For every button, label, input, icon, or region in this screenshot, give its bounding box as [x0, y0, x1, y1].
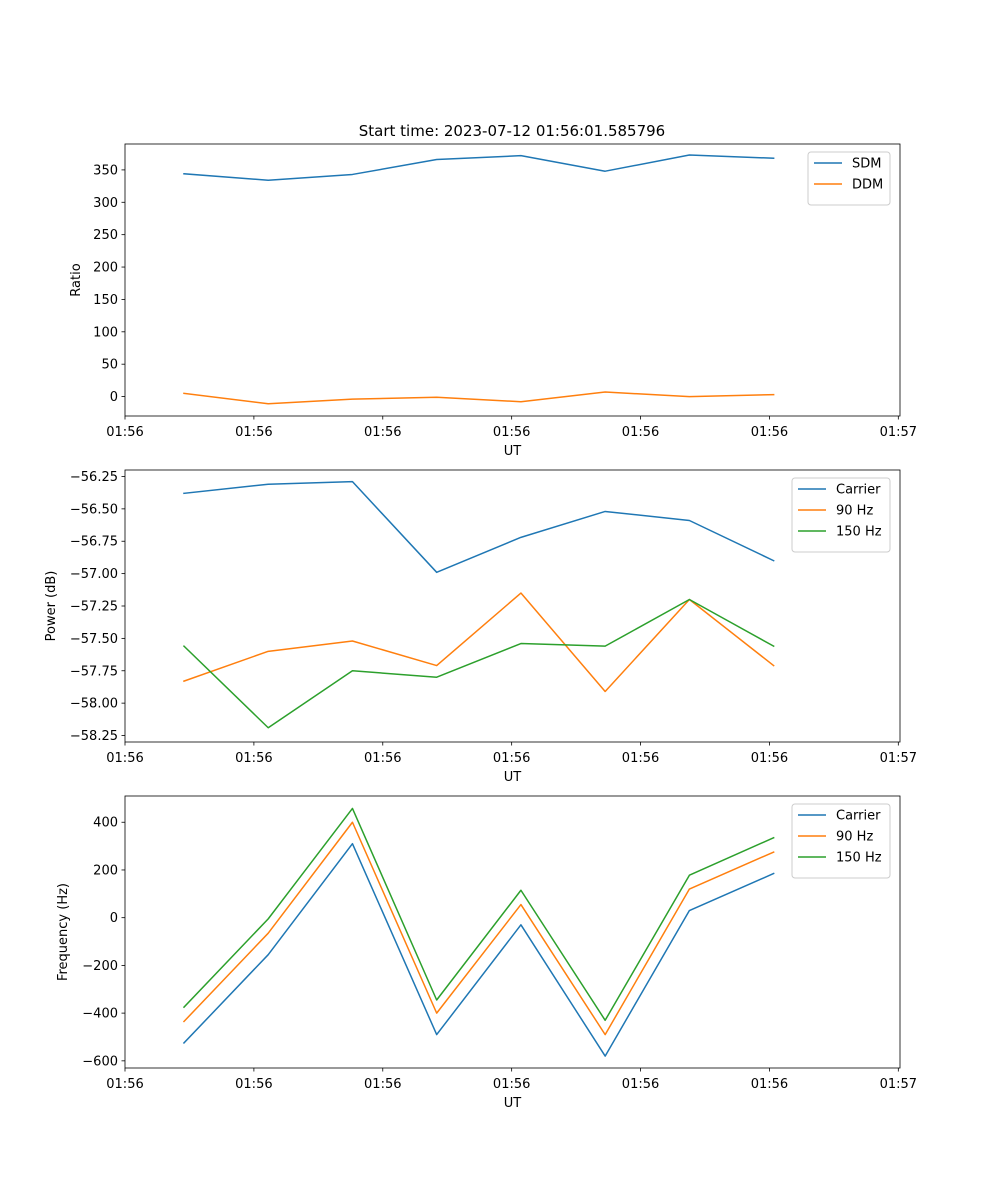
panel-3-ytick-label: 0 — [110, 911, 118, 926]
panel-3-ytick-label: 200 — [93, 863, 118, 878]
panel-2-xtick-label: 01:56 — [364, 751, 401, 766]
panel-2-xtick-label: 01:57 — [880, 751, 917, 766]
panel-2-legend-label: 150 Hz — [836, 525, 882, 540]
panel-1-series-ddm — [183, 391, 775, 405]
panel-1-ytick-label: 50 — [101, 358, 118, 373]
panel-1-legend-box — [807, 151, 891, 206]
panel-1-xtick-label: 01:56 — [493, 425, 530, 440]
panel-1-axes-frame — [124, 143, 901, 417]
panel-1-ytick-label: 350 — [93, 163, 118, 178]
panel-3-legend-label: 90 Hz — [836, 830, 873, 845]
panel-1: 0 50 100 150 200 250 300 350 01:56 01:56 01:56 01:5… — [69, 143, 917, 459]
panel-3-xtick-label: 01:56 — [106, 1077, 143, 1092]
panel-3-legend: Carrier 90 Hz 150 Hz — [791, 803, 891, 879]
panel-2-ytick-label: −57.25 — [70, 600, 118, 615]
panel-1-ytick-label: 250 — [93, 228, 118, 243]
panel-1-ytick-label: 150 — [93, 293, 118, 308]
panel-3-legend-label: 150 Hz — [836, 851, 882, 866]
panel-3-xtick-label: 01:57 — [880, 1077, 917, 1092]
panel-2: −58.25 −58.00 −57.75 −57.50 −57.25 −57.00 −56.… — [44, 469, 917, 785]
panel-1-xtick-label: 01:56 — [751, 425, 788, 440]
panel-2-legend-label: 90 Hz — [836, 504, 873, 519]
panel-2-ytick-label: −56.50 — [70, 502, 118, 517]
panel-3-axes-frame — [124, 795, 901, 1069]
panel-2-ytick-label: −57.00 — [70, 567, 118, 582]
panel-1-legend-label: DDM — [852, 178, 883, 193]
panel-3-legend-box — [791, 803, 891, 879]
panel-1-xtick-label: 01:56 — [622, 425, 659, 440]
panel-1-series-sdm — [183, 154, 775, 182]
panel-2-ytick-label: −56.25 — [70, 470, 118, 485]
panel-3-xtick-label: 01:56 — [493, 1077, 530, 1092]
panel-2-xtick-label: 01:56 — [751, 751, 788, 766]
panel-2-ytick-label: −57.75 — [70, 664, 118, 679]
panel-2-series-carrier — [183, 480, 775, 574]
panel-2-xtick-label: 01:56 — [493, 751, 530, 766]
panel-2-xlabel: UT — [504, 770, 522, 785]
panel-1-xtick-label: 01:56 — [106, 425, 143, 440]
panel-3-xtick-label: 01:56 — [622, 1077, 659, 1092]
panel-2-xtick-label: 01:56 — [235, 751, 272, 766]
panel-3-ylabel: Frequency (Hz) — [56, 883, 71, 981]
panel-3-ytick-label: 400 — [93, 816, 118, 831]
panel-1-legend-label: SDM — [852, 157, 881, 172]
panel-2-xtick-label: 01:56 — [106, 751, 143, 766]
panel-2-ytick-label: −58.25 — [70, 729, 118, 744]
panel-2-legend-label: Carrier — [836, 483, 881, 498]
panel-2-series-90-hz — [183, 592, 775, 693]
panel-3-ytick-label: −600 — [82, 1054, 118, 1069]
panel-1-ylabel: Ratio — [69, 263, 84, 296]
panels: 0 50 100 150 200 250 300 350 01:56 01:56 01:56 01:5… — [44, 143, 917, 1111]
panel-3-series-carrier — [182, 842, 775, 1057]
panel-1-ytick-label: 300 — [93, 196, 118, 211]
panel-3-ytick-label: −400 — [82, 1007, 118, 1022]
panel-1-ytick-label: 100 — [93, 325, 118, 340]
panel-2-xtick-label: 01:56 — [622, 751, 659, 766]
figure-title: Start time: 2023-07-12 01:56:01.585796 — [359, 122, 665, 140]
panel-3-xtick-label: 01:56 — [235, 1077, 272, 1092]
panel-2-ytick-label: −58.00 — [70, 697, 118, 712]
panel-3-xtick-label: 01:56 — [751, 1077, 788, 1092]
panel-3-xtick-label: 01:56 — [364, 1077, 401, 1092]
panel-3-legend-label: Carrier — [836, 809, 881, 824]
panel-3-series-90-hz — [182, 821, 775, 1036]
panel-2-series-150-hz — [182, 598, 775, 729]
panel-3-ytick-label: −200 — [82, 959, 118, 974]
panel-1-xlabel: UT — [504, 444, 522, 459]
panel-2-legend: Carrier 90 Hz 150 Hz — [791, 477, 891, 553]
panel-1-ytick-label: 0 — [110, 390, 118, 405]
panel-3: −600 −400 −200 0 200 400 01:56 01:56 01:56 01:56 0… — [56, 795, 917, 1111]
panel-1-xtick-label: 01:57 — [880, 425, 917, 440]
panel-3-xlabel: UT — [504, 1096, 522, 1111]
panel-2-legend-box — [791, 477, 891, 553]
panel-2-ylabel: Power (dB) — [44, 571, 59, 642]
panel-1-xtick-label: 01:56 — [364, 425, 401, 440]
panel-2-ytick-label: −56.75 — [70, 535, 118, 550]
panel-1-ytick-label: 200 — [93, 261, 118, 276]
panel-1-xtick-label: 01:56 — [235, 425, 272, 440]
panel-1-legend: SDM DDM — [807, 151, 891, 206]
panel-3-series-150-hz — [182, 807, 775, 1022]
panel-2-ytick-label: −57.50 — [70, 632, 118, 647]
